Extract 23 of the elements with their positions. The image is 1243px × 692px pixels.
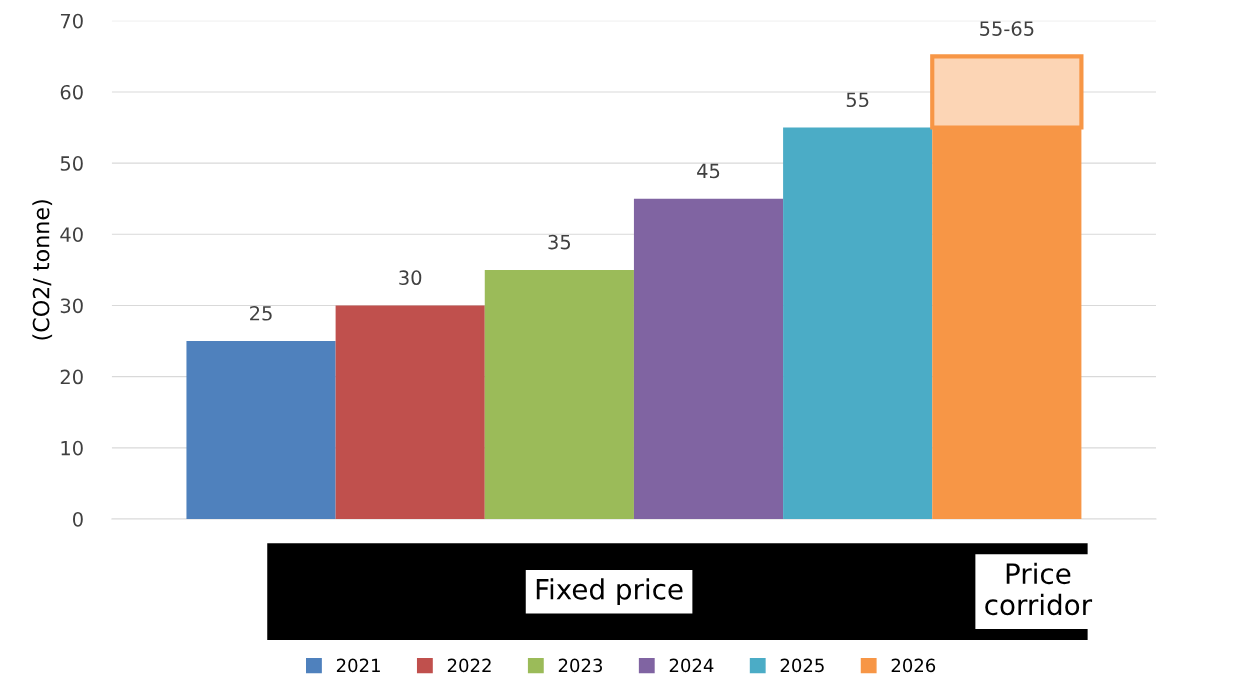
data-label: 55 [846, 92, 869, 108]
y-tick-label: 30 [60, 298, 83, 314]
legend-label: 2021 [336, 658, 380, 673]
legend-label: 2023 [558, 658, 602, 673]
y-tick-label: 50 [60, 156, 83, 171]
y-tick-label: 70 [60, 13, 83, 29]
y-tick-label: 0 [73, 511, 83, 527]
legend-label: 2022 [447, 658, 491, 673]
data-label: 30 [399, 270, 422, 286]
legend-label: 2026 [891, 658, 936, 673]
data-label: 55-65 [980, 21, 1034, 36]
legend-label: 2025 [780, 658, 824, 673]
y-tick-label: 10 [61, 440, 83, 456]
data-label: 45 [697, 163, 720, 179]
text: Price corridor [985, 562, 1093, 616]
y-tick-label: 40 [60, 227, 83, 242]
text: Fixed price [536, 578, 683, 606]
y-axis-title: (CO2/ tonne) [32, 200, 53, 340]
data-label: 25 [250, 305, 272, 321]
y-tick-label: 20 [60, 369, 83, 385]
legend-label: 2024 [669, 658, 714, 673]
y-tick-label: 60 [60, 84, 83, 100]
data-label: 35 [548, 234, 571, 250]
